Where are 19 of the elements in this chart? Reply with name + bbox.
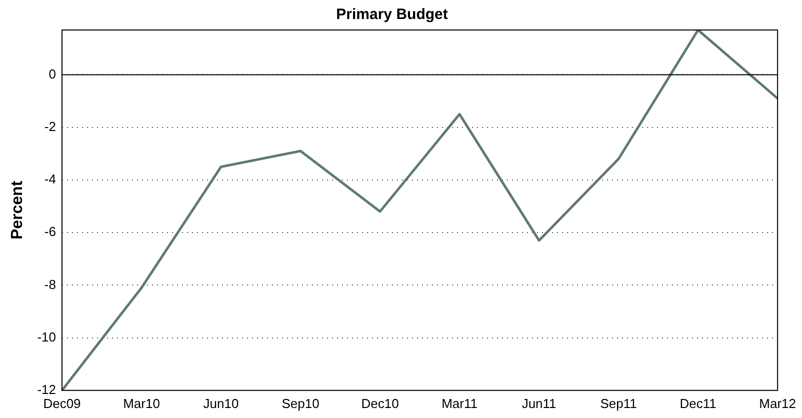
y-tick-label: -4 [44, 172, 56, 187]
y-tick-label: -12 [37, 382, 56, 397]
y-tick-label: 0 [48, 66, 56, 82]
x-tick-label: Sep11 [600, 396, 637, 411]
x-tick-label: Mar11 [442, 396, 478, 411]
x-tick-label: Dec09 [43, 396, 81, 411]
y-tick-label: -2 [44, 118, 56, 134]
x-tick-label: Jun11 [522, 396, 556, 411]
x-tick-label: Dec11 [680, 396, 716, 411]
y-tick-label: -8 [44, 276, 56, 292]
x-tick-label: Jun10 [203, 396, 239, 411]
chart-title: Primary Budget [336, 6, 448, 24]
x-tick-label: Sep10 [282, 396, 320, 411]
y-tick-label: -6 [44, 224, 56, 240]
x-tick-label: Dec10 [361, 396, 399, 411]
x-tick-label: Mar10 [123, 396, 160, 411]
x-tick-label: Mar12 [759, 396, 796, 411]
y-tick-label: -10 [37, 329, 56, 344]
y-axis-title: Percent [9, 180, 26, 240]
